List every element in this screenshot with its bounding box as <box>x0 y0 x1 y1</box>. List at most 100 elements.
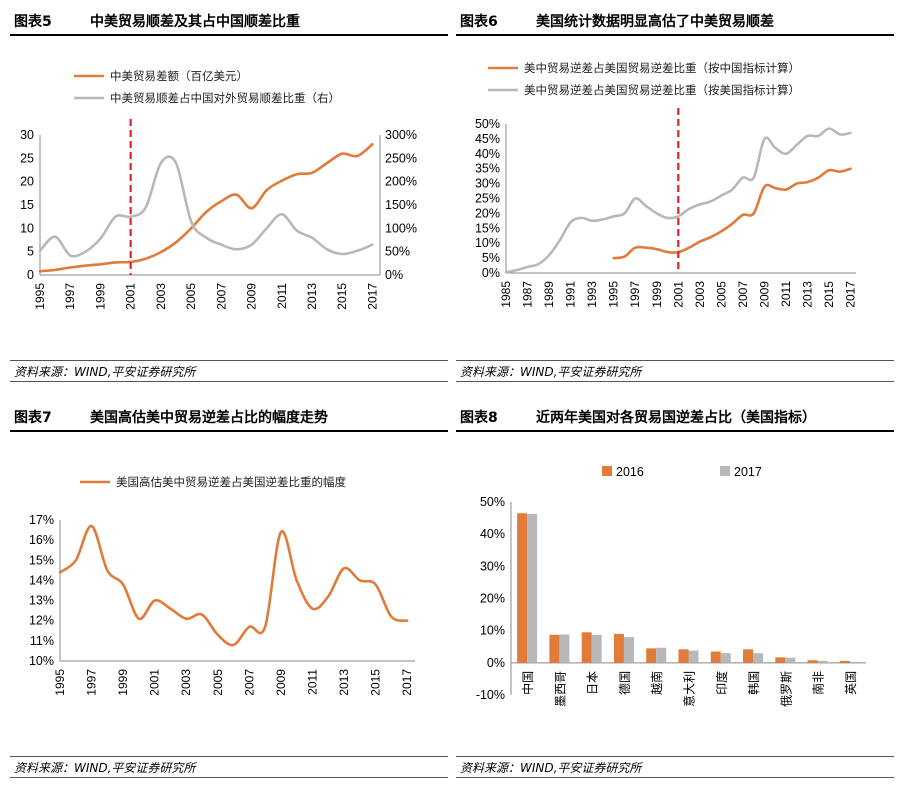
x-tick-label: 2011 <box>275 283 289 309</box>
figure-title: 近两年美国对各贸易国逆差占比（美国指标） <box>536 410 816 426</box>
y-tick-label: 0% <box>482 266 500 280</box>
x-tick-label: 1985 <box>499 281 513 308</box>
figure-number: 图表6 <box>460 14 498 30</box>
legend-label-2017: 2017 <box>734 465 762 479</box>
y-tick-label: 35% <box>475 162 500 176</box>
y-tick-label: 40% <box>480 527 505 541</box>
y-tick-label: 11% <box>30 634 54 648</box>
figure-number: 图表8 <box>460 410 498 426</box>
x-tick-label: 2013 <box>305 283 319 310</box>
bar-2017-10 <box>849 661 860 663</box>
x-tick-label: 1999 <box>650 281 664 308</box>
y-tick-label: 20 <box>20 175 34 189</box>
x-tick-label: 2015 <box>369 669 383 696</box>
category-label: 意大利 <box>682 671 697 707</box>
category-label: 德国 <box>617 671 632 695</box>
y-tick-label: 20% <box>480 592 505 606</box>
y-tick-label: 10% <box>475 236 500 250</box>
y2-tick-label: 200% <box>385 175 417 189</box>
y-tick-label: 25% <box>475 192 500 206</box>
legend-swatch-2016 <box>602 466 612 476</box>
y2-tick-label: 300% <box>385 128 417 142</box>
legend-swatch-2017 <box>720 466 730 476</box>
bar-2017-4 <box>656 647 667 663</box>
series-line-0 <box>38 143 374 273</box>
bar-2016-1 <box>549 634 560 663</box>
x-tick-label: 1989 <box>542 281 556 308</box>
y-tick-label: 25 <box>20 151 34 165</box>
y-tick-label: 30 <box>20 128 34 142</box>
y2-tick-label: 250% <box>385 151 417 165</box>
legend-label-0: 美国高估美中贸易逆差占美国逆差比重的幅度 <box>116 475 346 489</box>
category-label: 印度 <box>714 671 729 695</box>
x-tick-label: 2007 <box>242 669 256 696</box>
y-tick-label: 50% <box>475 117 500 131</box>
x-tick-label: 2017 <box>400 669 414 696</box>
bar-2017-5 <box>688 650 699 663</box>
bar-2017-1 <box>559 634 570 663</box>
bar-2016-3 <box>613 633 624 663</box>
x-tick-label: 2009 <box>245 283 259 310</box>
x-tick-label: 2009 <box>274 669 288 696</box>
bar-2017-8 <box>785 657 796 663</box>
series-line-1 <box>38 155 374 258</box>
category-label: 南非 <box>811 671 826 695</box>
source-note: 资料来源：WIND,平安证券研究所 <box>10 756 448 778</box>
x-tick-label: 2005 <box>714 281 728 308</box>
source-note: 资料来源：WIND,平安证券研究所 <box>456 756 894 778</box>
legend-label-1: 中美贸易顺差占中国对外贸易顺差比重（右） <box>110 91 340 105</box>
source-note: 资料来源：WIND,平安证券研究所 <box>456 360 894 382</box>
x-tick-label: 2005 <box>184 283 198 310</box>
x-tick-label: 2001 <box>671 281 685 308</box>
category-label: 墨西哥 <box>553 671 567 707</box>
x-tick-label: 2017 <box>365 283 379 310</box>
panel-title: 图表5 中美贸易顺差及其占中国顺差比重 <box>10 10 448 36</box>
figure-title: 中美贸易顺差及其占中国顺差比重 <box>90 14 300 30</box>
x-tick-label: 2015 <box>335 283 349 310</box>
legend-label-0: 美中贸易逆差占美国贸易逆差比重（按中国指标计算） <box>524 61 800 75</box>
chart-deficit-share: 美中贸易逆差占美国贸易逆差比重（按中国指标计算） 美中贸易逆差占美国贸易逆差比重（… <box>475 61 858 308</box>
x-tick-label: 1997 <box>63 283 77 310</box>
panel-chart8: 图表8 近两年美国对各贸易国逆差占比（美国指标） 2016 2017 -10% 0% 10… <box>456 406 894 796</box>
bar-2016-4 <box>646 648 657 663</box>
x-tick-label: 1999 <box>116 669 130 696</box>
bar-2017-7 <box>753 653 764 663</box>
category-label: 中国 <box>520 671 535 695</box>
y-tick-label: 20% <box>475 206 500 220</box>
legend-label-1: 美中贸易逆差占美国贸易逆差比重（按美国指标计算） <box>524 83 800 97</box>
category-label: 日本 <box>586 671 600 695</box>
x-tick-label: 2003 <box>179 669 193 696</box>
x-tick-label: 1997 <box>85 669 99 696</box>
bar-2016-10 <box>839 660 850 663</box>
panel-chart6: 图表6 美国统计数据明显高估了中美贸易顺差 美中贸易逆差占美国贸易逆差比重（按中国… <box>456 10 894 400</box>
x-tick-label: 2005 <box>211 669 225 696</box>
y-tick-label: 10 <box>20 221 34 235</box>
series-line-0 <box>612 167 852 260</box>
y-tick-label: 0 <box>27 268 34 282</box>
x-tick-label: 2011 <box>305 669 319 695</box>
x-tick-label: 2001 <box>148 669 162 696</box>
x-tick-label: 2011 <box>779 281 793 307</box>
bar-2016-7 <box>743 649 754 663</box>
source-note: 资料来源：WIND,平安证券研究所 <box>10 360 448 382</box>
x-tick-label: 1993 <box>585 281 599 308</box>
x-tick-label: 2003 <box>693 281 707 308</box>
bar-2017-9 <box>817 660 828 663</box>
y2-tick-label: 100% <box>385 221 417 235</box>
y-tick-label: 13% <box>29 594 54 608</box>
y-tick-label: 15% <box>475 221 500 235</box>
category-label: 俄罗斯 <box>779 671 793 707</box>
bar-2017-6 <box>720 653 731 663</box>
chart-trade-surplus: 中美贸易差额（百亿美元） 中美贸易顺差占中国对外贸易顺差比重（右） 0 5 10 15 20… <box>20 69 417 310</box>
x-tick-label: 1995 <box>53 669 67 696</box>
y-tick-label: 30% <box>475 177 500 191</box>
legend-label-2016: 2016 <box>616 465 644 479</box>
x-tick-label: 2007 <box>736 281 750 308</box>
panel-chart5: 图表5 中美贸易顺差及其占中国顺差比重 中美贸易差额（百亿美元） 中美贸易顺差占中国… <box>10 10 448 400</box>
category-label: 韩国 <box>746 671 761 695</box>
y-tick-label: 10% <box>480 624 505 638</box>
x-tick-label: 2013 <box>337 669 351 696</box>
y-tick-label: 50% <box>480 495 505 509</box>
legend-label-0: 中美贸易差额（百亿美元） <box>110 69 248 83</box>
y2-tick-label: 50% <box>385 245 410 259</box>
